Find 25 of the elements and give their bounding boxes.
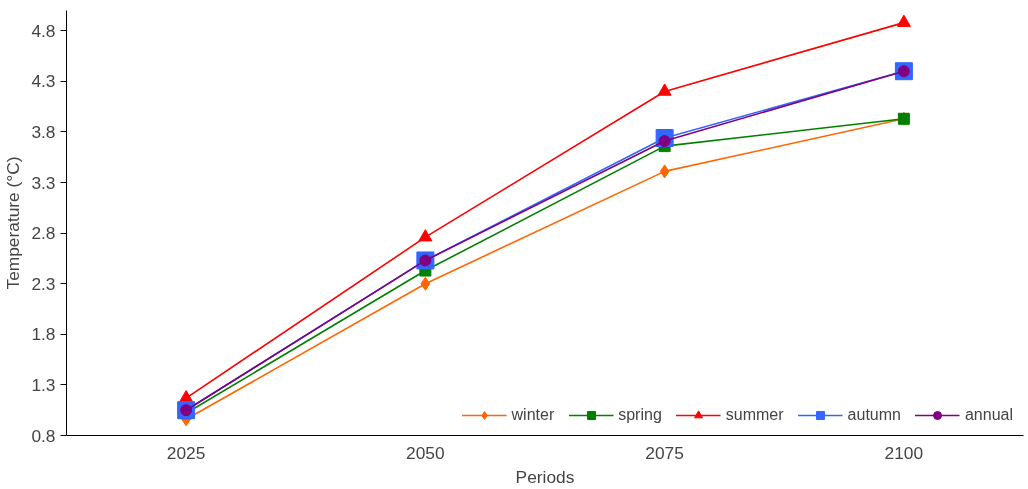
- legend-label: annual: [964, 406, 1013, 424]
- x-axis-title: Periods: [515, 466, 575, 487]
- legend-label: autumn: [847, 406, 901, 424]
- point: [896, 14, 911, 27]
- y-tick-label: 4.3: [31, 71, 56, 92]
- x-tick-label: 2100: [884, 442, 924, 463]
- x-tick-label: 2025: [166, 442, 206, 463]
- y-tick-label: 3.8: [31, 121, 56, 142]
- point: [418, 229, 433, 242]
- y-tick-label: 1.3: [31, 374, 56, 395]
- point: [657, 83, 672, 96]
- legend-label: spring: [618, 406, 662, 424]
- y-tick-label: 4.8: [31, 20, 56, 41]
- y-tick-label: 0.8: [31, 425, 56, 446]
- y-axis-title: Temperature (°C): [3, 156, 24, 290]
- y-tick-label: 1.8: [31, 324, 56, 345]
- y-tick-label: 3.3: [31, 172, 56, 193]
- legend-label: summer: [725, 406, 784, 424]
- point: [659, 164, 670, 179]
- y-tick-label: 2.3: [31, 273, 56, 294]
- y-tick-label: 2.8: [31, 223, 56, 244]
- x-tick-label: 2050: [406, 442, 445, 463]
- point: [420, 276, 431, 291]
- x-tick-label: 2075: [645, 442, 684, 463]
- legend-label: winter: [511, 406, 555, 424]
